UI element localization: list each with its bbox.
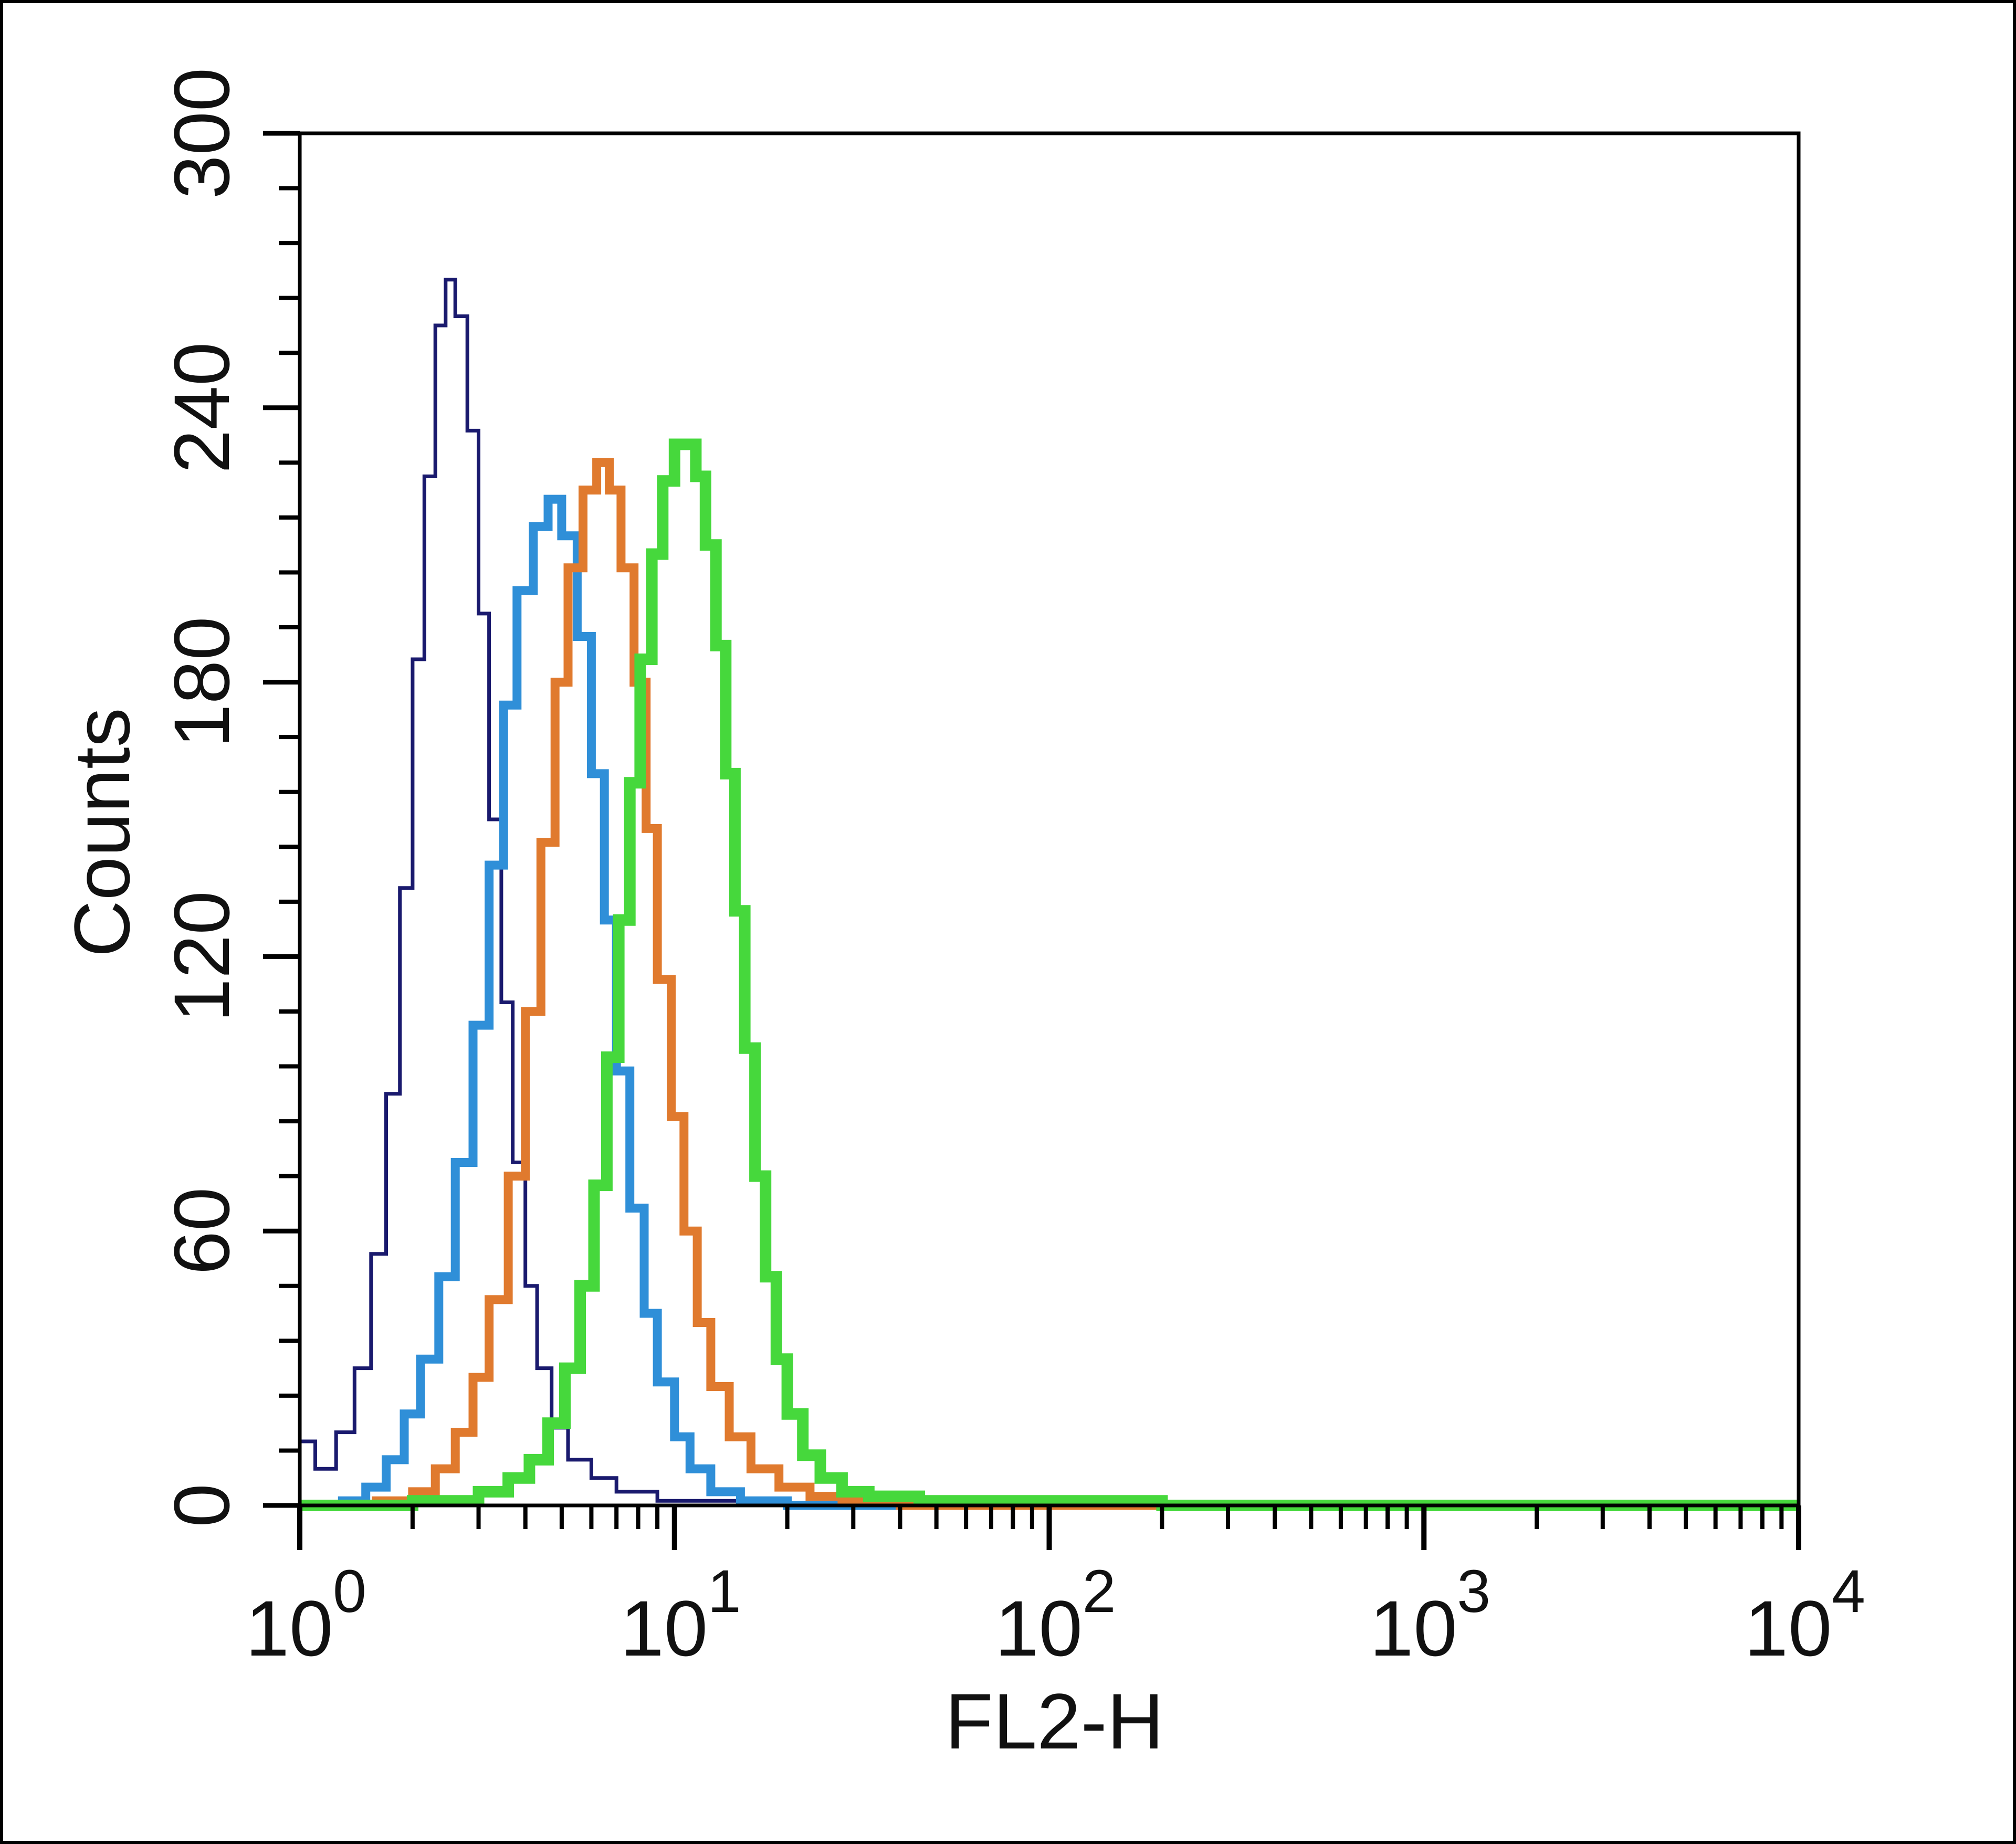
y-tick-label: 0 [158,1483,246,1527]
histogram-series-1 [300,278,1799,1508]
x-axis-title: FL2-H [945,1677,1164,1765]
plot-frame [298,131,1801,1508]
axes-layer [263,131,1801,1550]
y-tick-label: 60 [158,1187,246,1275]
x-tick-exponent: 0 [333,1558,366,1625]
y-tick-label: 300 [158,68,246,199]
x-tick-exponent: 3 [1457,1558,1490,1625]
x-tick-label: 10 [246,1584,333,1672]
x-tick-exponent: 4 [1832,1558,1865,1625]
y-tick-label: 120 [158,891,246,1022]
curves-layer [300,278,1799,1511]
x-tick-label: 10 [1370,1584,1457,1672]
y-tick-label: 240 [158,342,246,473]
x-tick-exponent: 2 [1083,1558,1116,1625]
x-tick-label: 10 [1745,1584,1832,1672]
y-axis-title: Counts [58,708,146,957]
x-tick-label: 10 [995,1584,1083,1672]
x-tick-label: 10 [620,1584,708,1672]
x-tick-exponent: 1 [708,1558,741,1625]
y-tick-label: 180 [158,616,246,747]
histogram-series-4 [300,438,1799,1511]
histogram-series-3 [300,458,1799,1510]
histogram-series-2 [300,494,1799,1510]
